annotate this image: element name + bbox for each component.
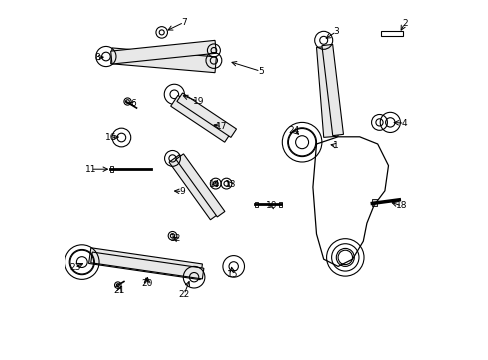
Polygon shape <box>321 44 343 136</box>
Polygon shape <box>176 154 224 217</box>
Text: 11: 11 <box>84 165 96 174</box>
Text: 3: 3 <box>333 27 339 36</box>
Polygon shape <box>91 252 203 279</box>
Bar <box>278 202 282 207</box>
Text: 9: 9 <box>179 187 185 196</box>
Text: 7: 7 <box>181 18 186 27</box>
Text: 10: 10 <box>265 202 277 210</box>
Bar <box>254 202 258 207</box>
Bar <box>109 166 113 172</box>
Polygon shape <box>316 46 337 138</box>
Text: 8: 8 <box>95 53 101 62</box>
Bar <box>371 199 376 206</box>
Polygon shape <box>110 48 216 73</box>
Text: 12: 12 <box>169 234 181 243</box>
Text: 20: 20 <box>141 279 152 288</box>
Text: 5: 5 <box>257 67 263 76</box>
Text: 15: 15 <box>227 270 238 279</box>
Polygon shape <box>88 248 202 280</box>
Text: 4: 4 <box>401 119 407 128</box>
Text: 23: 23 <box>69 263 80 272</box>
Text: 16: 16 <box>104 133 116 142</box>
Polygon shape <box>110 40 216 64</box>
Text: 17: 17 <box>216 122 227 131</box>
Polygon shape <box>170 95 231 142</box>
Bar <box>381 31 402 36</box>
Text: 1: 1 <box>333 141 339 150</box>
Text: 18: 18 <box>396 202 407 210</box>
Text: 24: 24 <box>288 126 299 135</box>
Text: 2: 2 <box>401 19 407 28</box>
Polygon shape <box>169 154 221 220</box>
Text: 22: 22 <box>178 290 189 299</box>
Text: 19: 19 <box>192 97 204 106</box>
Text: 6: 6 <box>130 99 136 108</box>
Polygon shape <box>177 93 236 138</box>
Text: 13: 13 <box>224 180 236 189</box>
Text: 14: 14 <box>209 180 220 189</box>
Text: 21: 21 <box>113 287 124 295</box>
